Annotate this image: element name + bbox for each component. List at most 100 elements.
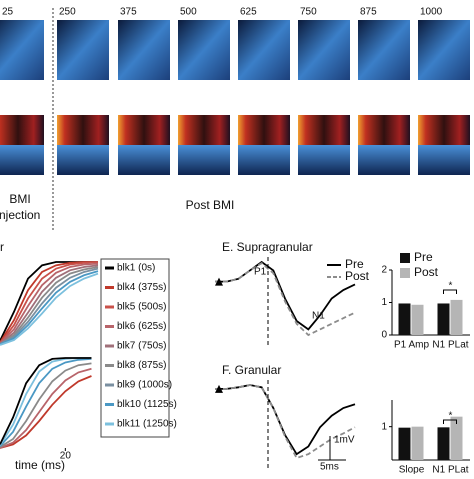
frame-time: 25: [2, 7, 14, 18]
heatmap: [57, 20, 109, 80]
legend-label: blk10 (1125s): [117, 399, 177, 410]
frame-time: 1000: [420, 7, 443, 18]
post-label: Post BMI: [186, 198, 235, 212]
heatmap: [0, 115, 44, 145]
panel-label: r: [0, 240, 4, 254]
line: [215, 260, 356, 331]
x-tick-label: 20: [60, 451, 72, 462]
bar: [450, 416, 463, 460]
heatmap: [178, 20, 230, 80]
heatmap: [118, 115, 170, 145]
line: [0, 262, 99, 344]
y-tick-label: 2: [381, 265, 387, 276]
annotation: 1mV: [334, 435, 355, 446]
frame-time: 750: [300, 7, 317, 18]
bar: [437, 427, 450, 460]
heatmap: [178, 145, 230, 175]
legend-swatch: [400, 268, 410, 278]
line: [0, 367, 92, 449]
legend-label: blk1 (0s): [117, 263, 155, 274]
legend-label: Post: [414, 265, 439, 279]
legend-label: blk5 (500s): [117, 302, 166, 313]
line: [0, 375, 92, 449]
heatmap: [358, 20, 410, 80]
heatmap: [0, 20, 44, 80]
heatmap: [178, 115, 230, 145]
heatmap: [238, 20, 290, 80]
legend-label: blk9 (1000s): [117, 380, 172, 391]
stim-marker: [215, 384, 223, 393]
stim-marker: [215, 277, 223, 286]
bar: [411, 304, 424, 335]
legend-swatch: [400, 253, 410, 263]
frame-time: 250: [59, 7, 76, 18]
legend-label: blk8 (875s): [117, 360, 166, 371]
annotation: N1: [312, 311, 325, 322]
x-tick-label: Slope: [399, 465, 425, 474]
heatmap: [238, 145, 290, 175]
line: [0, 264, 99, 345]
heatmap: [298, 20, 350, 80]
legend-label: Post: [345, 269, 370, 283]
frame-time: 375: [120, 7, 137, 18]
frame-time: 625: [240, 7, 257, 18]
bmi-label: BMI: [9, 192, 30, 206]
sig-bracket: [443, 419, 457, 424]
heatmap: [358, 145, 410, 175]
line: [0, 261, 98, 343]
annotation: *: [449, 411, 453, 422]
legend-label: Pre: [414, 250, 433, 264]
line: [0, 272, 99, 346]
bar: [411, 426, 424, 460]
annotation: P1: [254, 267, 267, 278]
heatmap: [57, 115, 109, 145]
line: [0, 358, 92, 447]
y-tick-label: 1: [381, 297, 387, 308]
heatmap: [418, 115, 470, 145]
heatmap: [418, 145, 470, 175]
heatmap: [298, 145, 350, 175]
line: [215, 384, 356, 460]
line: [0, 261, 99, 344]
heatmap: [418, 20, 470, 80]
legend-label: blk6 (625s): [117, 321, 166, 332]
sig-bracket: [443, 289, 457, 294]
legend-box: [100, 258, 170, 438]
heatmap: [238, 115, 290, 145]
legend-label: blk11 (1250s): [117, 419, 177, 430]
frame-time: 875: [360, 7, 377, 18]
bar: [437, 303, 450, 335]
heatmap: [298, 115, 350, 145]
heatmap: [0, 145, 44, 175]
annotation: *: [449, 281, 453, 292]
panel-title: E. Supragranular: [222, 240, 313, 254]
annotation: 5ms: [320, 462, 339, 473]
heatmap: [358, 115, 410, 145]
injection-label: Injection: [0, 208, 40, 222]
heatmap: [118, 20, 170, 80]
heatmap: [57, 145, 109, 175]
bar: [450, 299, 463, 335]
line: [0, 266, 99, 345]
line: [0, 362, 92, 448]
panel-title: F. Granular: [222, 363, 281, 377]
legend-label: Pre: [345, 257, 364, 271]
legend-label: blk7 (750s): [117, 341, 166, 352]
x-tick-label: N1 PLat: [432, 465, 468, 474]
heatmap: [118, 145, 170, 175]
line: [0, 357, 92, 445]
legend-label: blk4 (375s): [117, 282, 166, 293]
line: [0, 267, 99, 345]
y-tick-label: 1: [381, 421, 387, 432]
x-axis-label: time (ms): [15, 458, 65, 472]
y-tick-label: 0: [381, 330, 387, 341]
bar: [398, 427, 411, 460]
line: [0, 270, 99, 346]
bar: [398, 303, 411, 335]
line: [215, 262, 356, 337]
x-tick-label: N1 PLat: [432, 340, 468, 351]
frame-time: 500: [180, 7, 197, 18]
x-tick-label: P1 Amp: [394, 340, 429, 351]
